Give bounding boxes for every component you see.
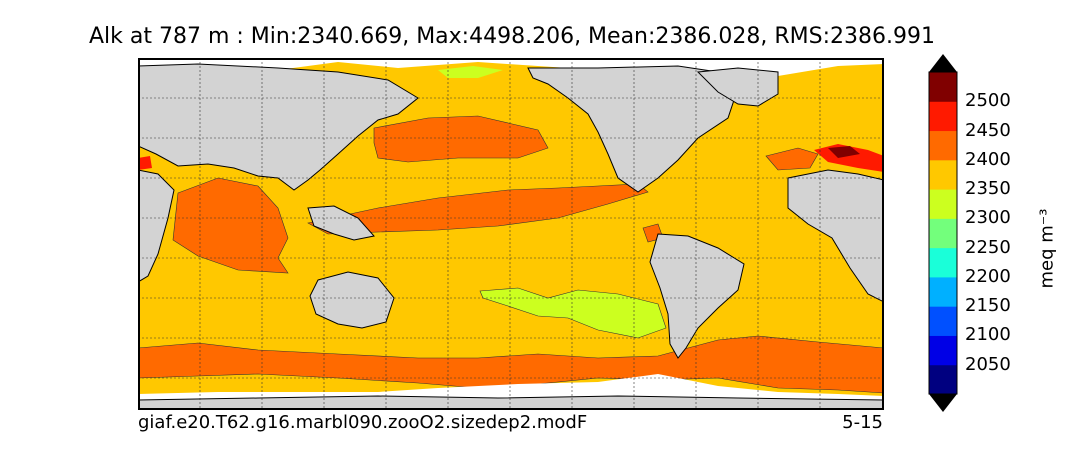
north-atlantic-east-2400-2450 bbox=[765, 147, 819, 171]
period-label: 5-15 bbox=[842, 412, 883, 433]
colorbar-tick-label: 2350 bbox=[965, 178, 1011, 200]
colorbar-tick-label: 2100 bbox=[965, 324, 1011, 346]
land-australia bbox=[309, 271, 395, 329]
colorbar-bin bbox=[929, 247, 957, 278]
colorbar-bin bbox=[929, 364, 957, 395]
colorbar-tick-label: 2500 bbox=[965, 90, 1011, 112]
colorbar-tick-label: 2450 bbox=[965, 119, 1011, 141]
colorbar-outline bbox=[928, 71, 958, 395]
southern-ocean-2400-2450 bbox=[138, 335, 884, 394]
arctic-2300-2350 bbox=[438, 66, 503, 78]
chart-title: Alk at 787 m : Min:2340.669, Max:4498.20… bbox=[88, 24, 935, 49]
colorbar-bin bbox=[929, 306, 957, 336]
mediterranean-east-2500plus bbox=[828, 146, 860, 158]
land-eurasia bbox=[138, 63, 419, 191]
land-maritime-continent bbox=[307, 205, 375, 241]
colorbar-tick-label: 2250 bbox=[965, 236, 1011, 258]
south-pacific-2300-2350 bbox=[479, 287, 667, 339]
colorbar-bin bbox=[929, 130, 957, 161]
land-antarctica bbox=[138, 395, 884, 410]
colorbar-tick-label: 2300 bbox=[965, 207, 1011, 229]
colorbar-under-extension bbox=[929, 394, 957, 412]
colorbar-tick-label: 2200 bbox=[965, 265, 1011, 287]
colorbar-bin bbox=[929, 101, 957, 132]
land-africa-west bbox=[787, 169, 884, 303]
colorbar-bin bbox=[929, 189, 957, 219]
colorbar-bin bbox=[929, 72, 957, 102]
equatorial-pacific-2400-2450 bbox=[307, 183, 649, 235]
colorbar-bin bbox=[929, 276, 957, 307]
colorbar-bin bbox=[929, 335, 957, 366]
run-label: giaf.e20.T62.g16.marbl090.zooO2.sizedep2… bbox=[138, 412, 588, 433]
colorbar-tick-label: 2150 bbox=[965, 295, 1011, 317]
colorbar-label: meq m⁻³ bbox=[1036, 208, 1058, 289]
colorbar-tick-label: 2400 bbox=[965, 148, 1011, 170]
land-greenland bbox=[696, 67, 779, 107]
red-sea-2450-2500 bbox=[138, 156, 152, 170]
graticule bbox=[138, 58, 884, 410]
colorbar-tick-label: 2050 bbox=[965, 353, 1011, 375]
map-frame bbox=[138, 58, 884, 410]
colorbar-bin bbox=[929, 159, 957, 190]
alkalinity-map bbox=[138, 58, 884, 410]
colorbar-bin bbox=[929, 218, 957, 249]
colorbar-over-extension bbox=[929, 54, 957, 72]
colorbar bbox=[928, 54, 958, 412]
north-pacific-2400-2450 bbox=[373, 115, 549, 163]
